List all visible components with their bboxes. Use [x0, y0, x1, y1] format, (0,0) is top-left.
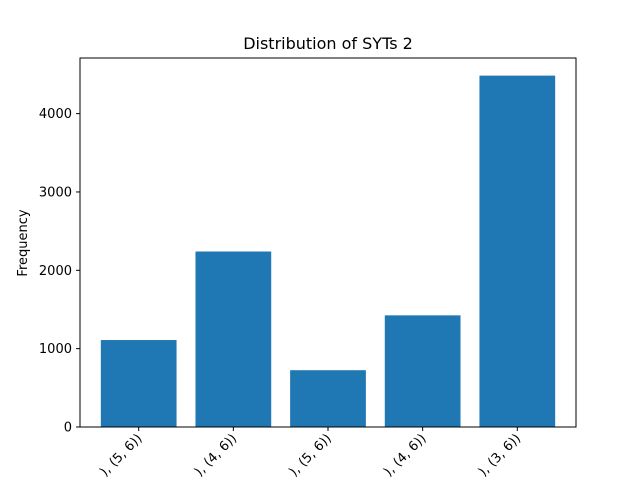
y-tick-label: 1000: [39, 342, 72, 357]
x-tick-label: ), (5, 6)): [97, 431, 145, 479]
x-tick-label: ), (4, 6)): [381, 431, 429, 479]
y-tick-label: 0: [64, 421, 72, 436]
bars-group: [100, 75, 556, 428]
bar-3: [290, 370, 366, 427]
chart-title: Distribution of SYTs 2: [243, 34, 413, 53]
bar-1: [100, 340, 177, 427]
y-axis-label: Frequency: [16, 209, 31, 276]
x-tick-label: ), (5, 6)): [286, 431, 334, 479]
plot-frame: [79, 57, 577, 428]
x-tick-label: ), (4, 6)): [192, 431, 240, 479]
bar-2: [195, 251, 272, 427]
y-axis-ticks: 0 1000 2000 3000 4000: [39, 107, 80, 436]
bar-4: [384, 315, 461, 427]
y-tick-label: 2000: [39, 264, 72, 279]
y-tick-label: 3000: [39, 185, 72, 200]
bar-5: [479, 75, 556, 428]
x-axis-ticks: ), (5, 6)) ), (4, 6)) ), (5, 6)) ), (4, 6))…: [97, 427, 524, 480]
y-tick-label: 4000: [39, 107, 72, 122]
x-tick-label: ), (3, 6)): [476, 431, 524, 479]
